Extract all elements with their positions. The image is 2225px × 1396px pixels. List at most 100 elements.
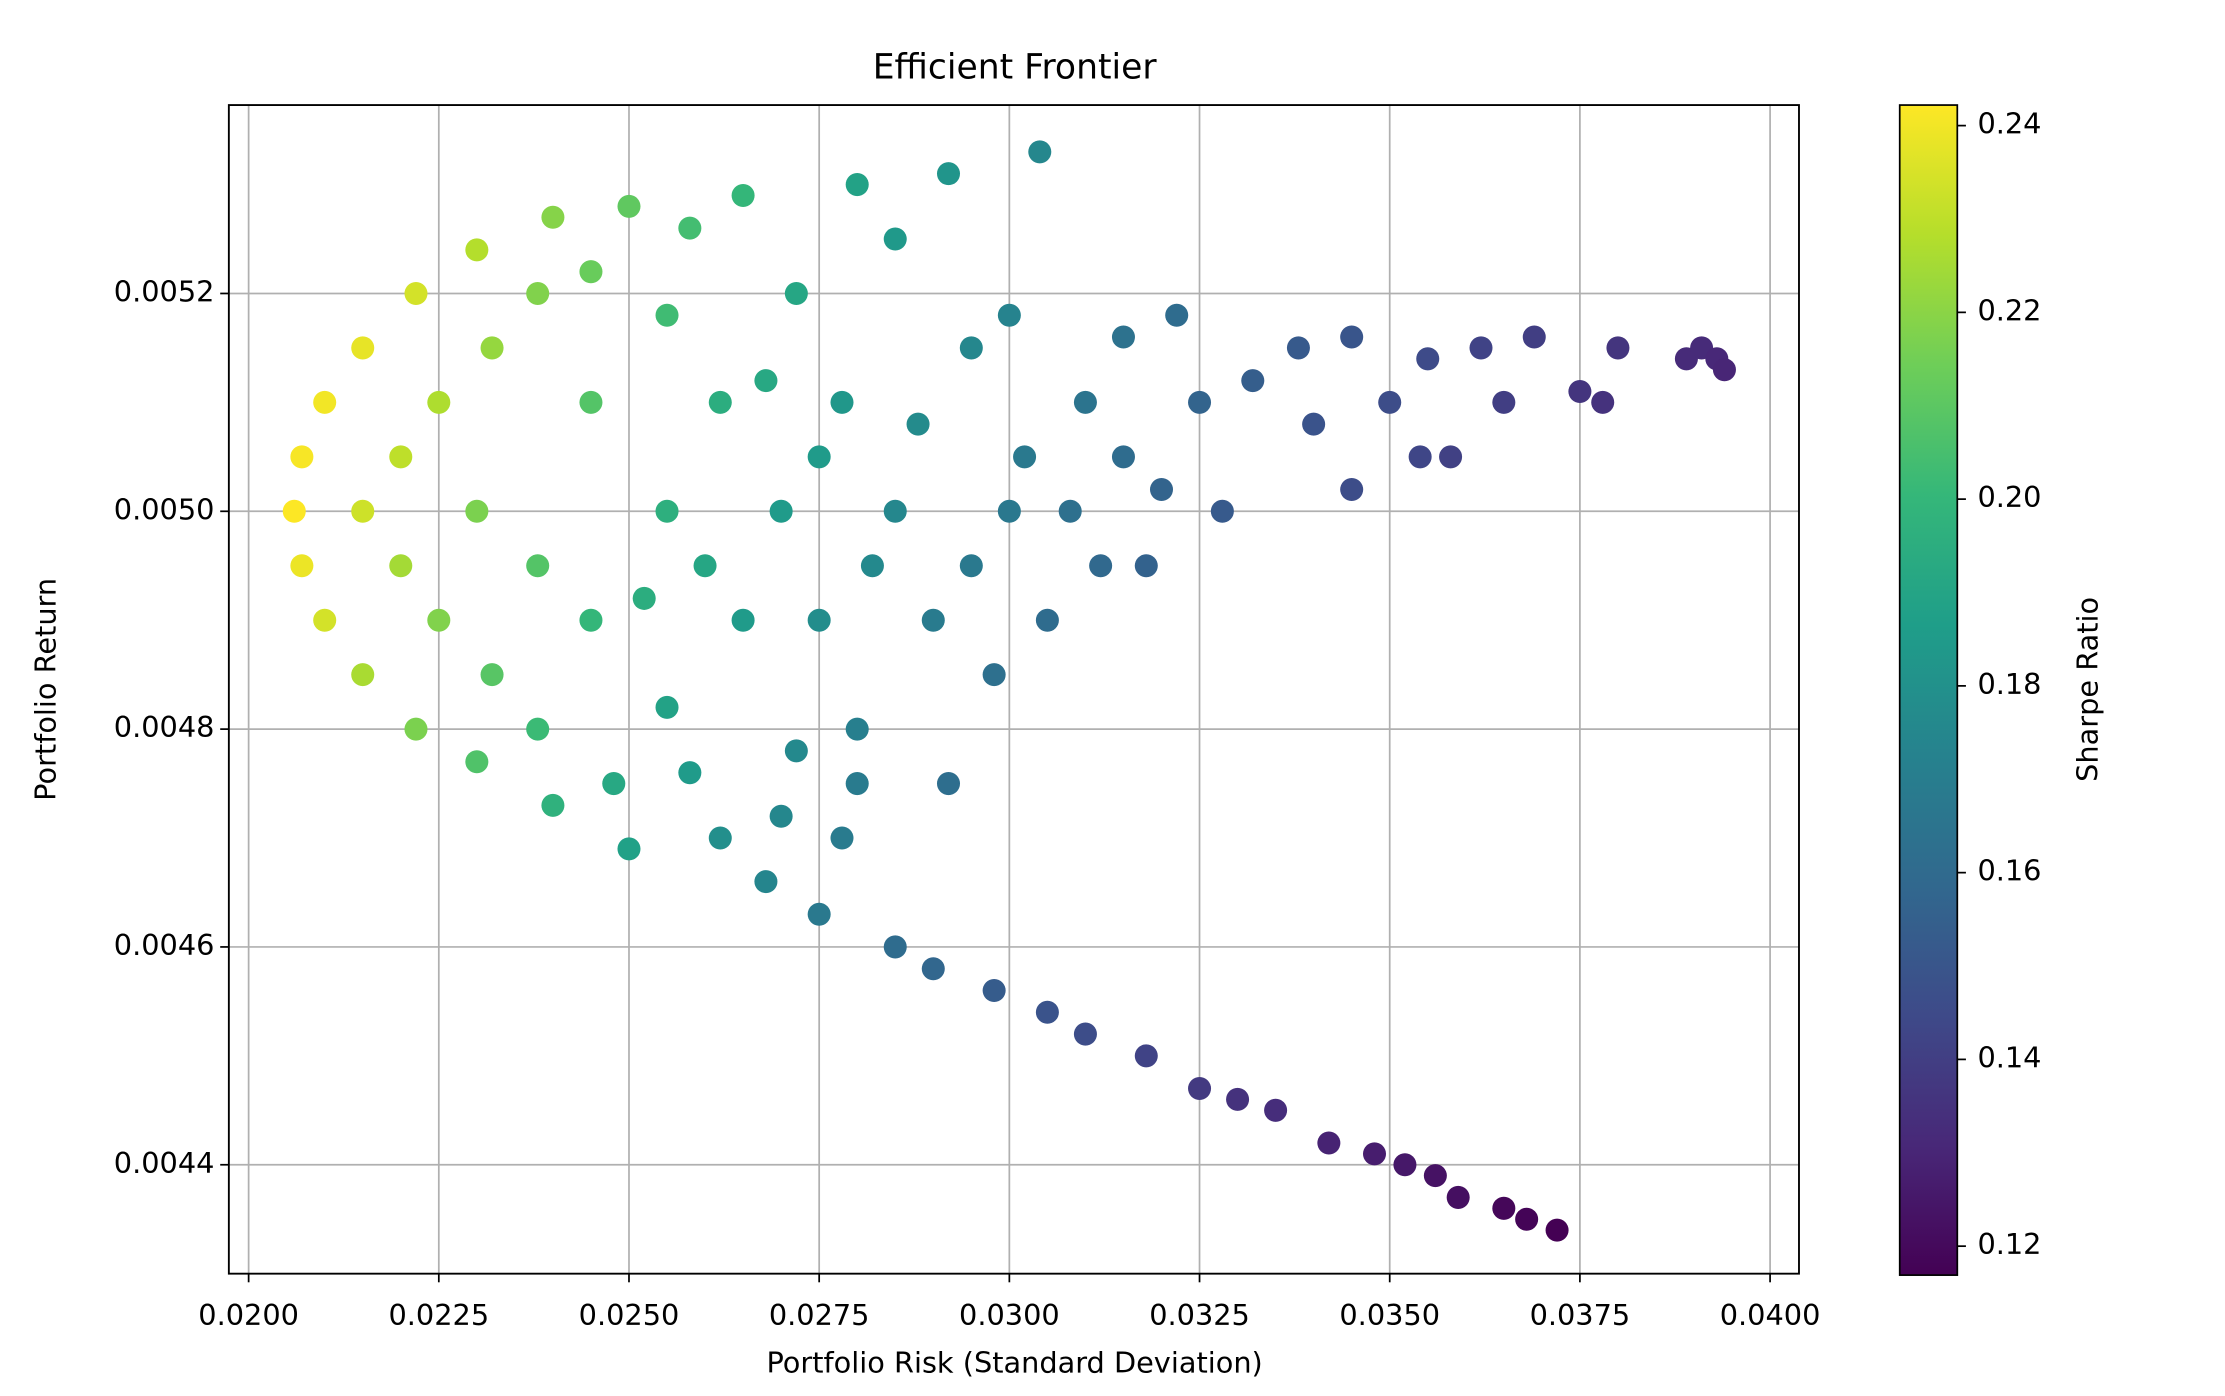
point [959,554,983,578]
point [465,750,489,774]
point [1089,554,1113,578]
y-tick-label: 0.0044 [114,1146,215,1180]
point [1317,1131,1341,1155]
point [1226,1087,1250,1111]
y-tick-label: 0.0048 [114,710,215,744]
point [1241,369,1265,393]
point [617,837,641,861]
point [655,695,679,719]
point [1492,1196,1516,1220]
point [731,183,755,207]
point [465,238,489,262]
point [1469,336,1493,360]
point [1035,1000,1059,1024]
point [1515,1207,1539,1231]
point [693,554,717,578]
point [290,554,314,578]
point [807,445,831,469]
colorbar [1898,104,1959,1276]
point [1378,390,1402,414]
colorbar-tick-label: 0.24 [1977,107,2041,141]
point [1264,1098,1288,1122]
x-tick-label: 0.0200 [198,1298,299,1332]
point [427,390,451,414]
point [632,586,656,610]
point [1035,608,1059,632]
colorbar-label: Sharpe Ratio [2071,597,2105,782]
y-tick-label: 0.0052 [114,274,215,308]
x-axis-label: Portfolio Risk (Standard Deviation) [766,1345,1262,1379]
point [1439,445,1463,469]
point [982,978,1006,1003]
point [1362,1142,1387,1166]
point [526,554,550,578]
point [1013,445,1037,469]
colorbar-tick-label: 0.22 [1977,293,2041,327]
point [1286,336,1310,360]
point [807,902,831,926]
colorbar-tick-label: 0.14 [1977,1040,2041,1074]
point [784,281,808,305]
point [1522,325,1546,349]
point [579,260,603,284]
point [1188,1077,1212,1101]
point [1188,390,1212,414]
point [465,499,489,523]
point [997,303,1021,327]
point [351,336,375,360]
point [1302,412,1326,436]
x-tick-label: 0.0225 [388,1298,489,1332]
point [1111,445,1135,469]
point [290,445,314,469]
point [541,205,565,229]
y-tick-label: 0.0050 [114,492,215,526]
point [526,717,550,741]
point [404,281,428,305]
point [579,608,603,632]
point [845,173,869,197]
point [351,663,375,687]
x-tick-label: 0.0275 [769,1298,870,1332]
point [1134,554,1158,578]
point [845,717,869,741]
point [883,499,907,523]
point [678,216,702,240]
point [579,390,603,414]
point [389,554,413,578]
point [921,608,945,632]
point [282,499,306,523]
point [997,499,1021,523]
point [404,717,428,741]
point [602,772,626,796]
point [982,663,1006,687]
point [754,870,778,894]
point [731,608,755,632]
points [282,140,1736,1242]
point [1058,499,1082,523]
point [1416,347,1440,371]
point [1712,358,1736,382]
point [1568,379,1592,404]
point [1408,445,1432,469]
point [1545,1218,1569,1242]
point [427,608,451,632]
y-tick-label: 0.0046 [114,928,215,962]
chart-title: Efficient Frontier [873,48,1158,88]
point [708,826,732,850]
point [883,227,907,251]
point [678,761,702,785]
point [807,608,831,632]
point [480,663,504,687]
point [1393,1153,1417,1177]
point [655,499,679,523]
x-tick-label: 0.0400 [1720,1298,1821,1332]
point [541,793,565,817]
point [1028,140,1052,164]
plot-frame [227,104,1800,1275]
point [1340,325,1364,349]
colorbar-tick-label: 0.12 [1977,1227,2041,1261]
x-tick-label: 0.0300 [959,1298,1060,1332]
point [769,804,793,828]
colorbar-tick-label: 0.16 [1977,854,2041,888]
point [845,772,869,796]
